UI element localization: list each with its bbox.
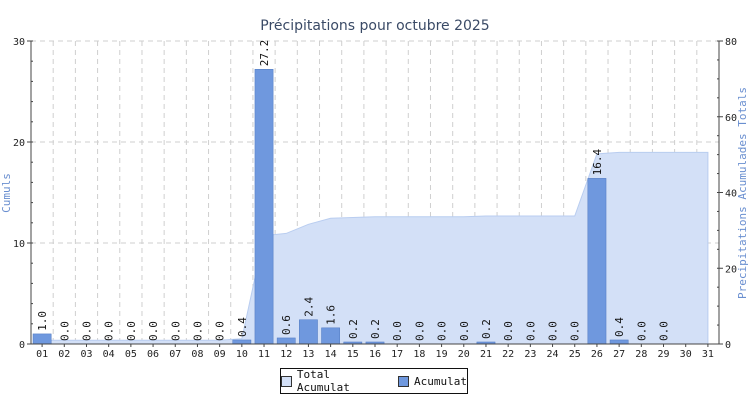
legend-swatch-daily <box>398 375 410 387</box>
y-tick-label: 30 <box>13 37 25 48</box>
daily-bars <box>32 69 629 345</box>
x-tick-label: 05 <box>125 349 137 360</box>
x-tick-label: 13 <box>302 349 314 360</box>
legend-item-daily: Acumulat <box>398 375 467 388</box>
data-label-day-29: 0.0 <box>658 321 671 341</box>
x-tick-label: 14 <box>325 349 337 360</box>
x-tick-label: 27 <box>613 349 625 360</box>
x-tick-label: 22 <box>502 349 514 360</box>
data-label-day-24: 0.0 <box>547 321 560 341</box>
bar-day-26 <box>587 178 607 345</box>
bar-day-12 <box>276 337 296 345</box>
bar-day-11 <box>254 69 274 345</box>
data-label-day-08: 0.0 <box>191 321 204 341</box>
chart-legend: Total Acumulat Acumulat <box>280 368 468 394</box>
y2-tick-label: 20 <box>725 264 737 275</box>
axes: 0 10 20 30 0 20 40 60 80 01 02 03 04 05 06 07 08 09 10 11 12… <box>13 37 737 360</box>
legend-swatch-total <box>281 375 292 387</box>
total-area-fill <box>41 151 709 345</box>
y-axis-label: Cumuls <box>0 173 13 213</box>
x-tick-label: 25 <box>569 349 581 360</box>
data-label-day-10: 0.4 <box>236 317 249 337</box>
data-label-day-16: 0.2 <box>369 319 382 339</box>
x-tick-label: 10 <box>236 349 248 360</box>
y2-axis-label: Precipitations Acumulades Totals <box>736 87 749 299</box>
x-tick-label: 21 <box>480 349 492 360</box>
legend-item-total: Total Acumulat <box>281 368 388 394</box>
y2-tick-label: 80 <box>725 37 737 48</box>
x-tick-label: 18 <box>413 349 425 360</box>
data-label-day-18: 0.0 <box>413 321 426 341</box>
x-tick-label: 01 <box>36 349 48 360</box>
data-label-day-09: 0.0 <box>214 321 227 341</box>
x-tick-label: 30 <box>680 349 692 360</box>
data-label-day-26: 16.4 <box>591 148 604 175</box>
x-tick-label: 08 <box>191 349 203 360</box>
x-tick-label: 02 <box>58 349 70 360</box>
data-label-day-19: 0.0 <box>436 321 449 341</box>
data-label-day-17: 0.0 <box>391 321 404 341</box>
data-label-day-22: 0.0 <box>502 321 515 341</box>
y-tick-label: 10 <box>13 239 25 250</box>
x-tick-label: 07 <box>169 349 181 360</box>
x-tick-label: 24 <box>547 349 559 360</box>
data-label-day-28: 0.0 <box>635 321 648 341</box>
data-labels: 1.0 0.0 0.0 0.0 0.0 0.0 0.0 0.0 0.0 0.4 27.2 0.6 2.4… <box>36 40 670 341</box>
x-tick-label: 20 <box>458 349 470 360</box>
x-tick-label: 17 <box>391 349 403 360</box>
bar-day-01 <box>32 333 52 345</box>
x-tick-label: 03 <box>80 349 92 360</box>
x-tick-label: 23 <box>524 349 536 360</box>
cumulative-area <box>41 151 709 345</box>
bar-day-27 <box>609 339 629 345</box>
x-tick-label: 16 <box>369 349 381 360</box>
bar-day-14 <box>321 327 340 345</box>
data-label-day-11: 27.2 <box>258 40 271 67</box>
y2-tick-label: 40 <box>725 189 737 200</box>
data-label-day-05: 0.0 <box>125 321 138 341</box>
data-label-day-02: 0.0 <box>58 321 71 341</box>
x-tick-label: 06 <box>147 349 159 360</box>
x-tick-label: 11 <box>258 349 270 360</box>
data-label-day-04: 0.0 <box>103 321 116 341</box>
y2-tick-label: 60 <box>725 113 737 124</box>
bar-day-10 <box>232 339 252 345</box>
x-tick-label: 28 <box>635 349 647 360</box>
data-label-day-21: 0.2 <box>480 319 493 339</box>
x-tick-label: 29 <box>657 349 669 360</box>
x-tick-label: 12 <box>280 349 292 360</box>
data-label-day-12: 0.6 <box>280 315 293 335</box>
data-label-day-01: 1.0 <box>36 311 49 331</box>
x-tick-label: 26 <box>591 349 603 360</box>
x-tick-label: 09 <box>214 349 226 360</box>
data-label-day-27: 0.4 <box>613 317 626 337</box>
bar-day-13 <box>299 319 318 345</box>
legend-label-total: Total Acumulat <box>296 368 350 394</box>
data-label-day-15: 0.2 <box>347 319 360 339</box>
data-label-day-20: 0.0 <box>458 321 471 341</box>
x-tick-label: 31 <box>702 349 714 360</box>
x-tick-label: 04 <box>103 349 115 360</box>
data-label-day-25: 0.0 <box>569 321 582 341</box>
data-label-day-07: 0.0 <box>169 321 182 341</box>
chart-title: Précipitations pour octubre 2025 <box>260 18 489 34</box>
y-tick-label: 0 <box>19 340 25 351</box>
data-label-day-06: 0.0 <box>147 321 160 341</box>
data-label-day-14: 1.6 <box>325 305 338 325</box>
data-label-day-03: 0.0 <box>80 321 93 341</box>
legend-label-daily: Acumulat <box>414 374 467 388</box>
y2-tick-label: 0 <box>725 340 731 351</box>
x-tick-label: 19 <box>436 349 448 360</box>
data-label-day-23: 0.0 <box>524 321 537 341</box>
data-label-day-13: 2.4 <box>302 297 315 317</box>
y-tick-label: 20 <box>13 138 25 149</box>
x-tick-label: 15 <box>347 349 359 360</box>
